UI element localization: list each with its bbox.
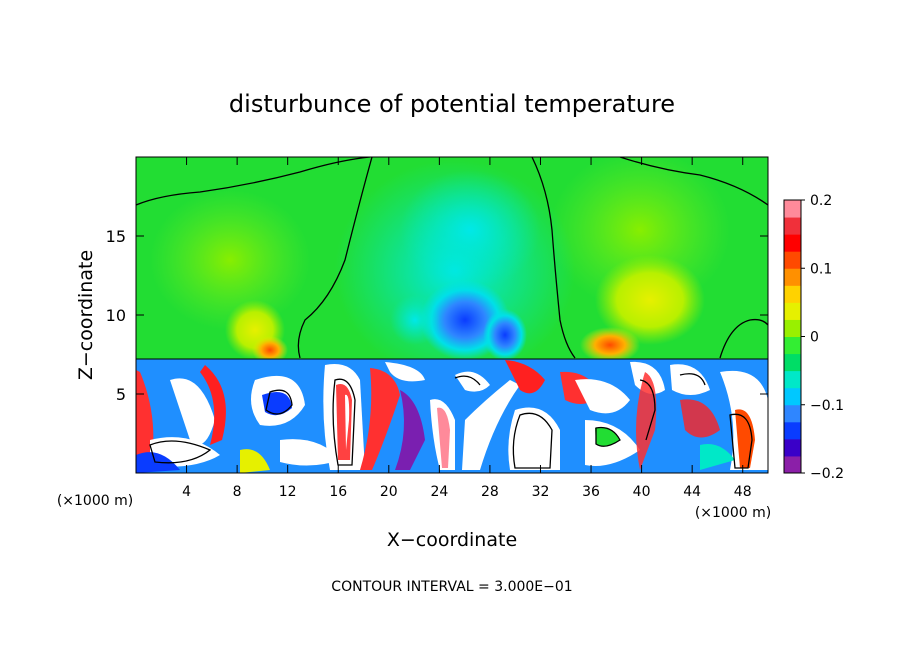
colorbar-cells bbox=[784, 200, 801, 474]
x-tick-label: 16 bbox=[329, 484, 347, 500]
heatmap-field bbox=[136, 157, 768, 473]
x-tick-label: 40 bbox=[633, 484, 651, 500]
colorbar-cell bbox=[784, 251, 801, 269]
contour-interval-note: CONTOUR INTERVAL = 3.000E−01 bbox=[331, 579, 572, 595]
y-axis-label: Z−coordinate bbox=[75, 250, 97, 380]
colorbar-cell bbox=[784, 200, 801, 218]
colorbar-tick-label: 0.1 bbox=[810, 261, 832, 277]
colorbar-cell bbox=[784, 353, 801, 372]
y-tick-label: 10 bbox=[106, 306, 126, 325]
colorbar-cell bbox=[784, 217, 801, 235]
x-tick-label: 4 bbox=[182, 484, 191, 500]
colorbar-cell bbox=[784, 387, 801, 406]
colorbar-cell bbox=[784, 455, 801, 474]
colorbar-ticks: 0.2 0.1 0 −0.1 −0.2 bbox=[801, 193, 844, 482]
x-tick-label: 12 bbox=[279, 484, 297, 500]
x-tick-label: 32 bbox=[532, 484, 550, 500]
colorbar-cell bbox=[784, 438, 801, 457]
colorbar-cell bbox=[784, 234, 801, 252]
x-tick-label: 48 bbox=[734, 484, 752, 500]
colorbar-cell bbox=[784, 421, 801, 440]
x-tick-label: 28 bbox=[481, 484, 499, 500]
y-ticks: 5 10 15 bbox=[106, 227, 768, 404]
x-axis-label: X−coordinate bbox=[387, 529, 517, 551]
colorbar-cell bbox=[784, 370, 801, 389]
x-unit-right: (×1000 m) bbox=[695, 505, 771, 521]
x-unit-left: (×1000 m) bbox=[57, 493, 133, 509]
chart-title: disturbunce of potential temperature bbox=[229, 90, 675, 118]
colorbar-cell bbox=[784, 285, 801, 303]
y-tick-label: 15 bbox=[106, 227, 126, 246]
colorbar-cell bbox=[784, 404, 801, 423]
x-tick-label: 8 bbox=[233, 484, 242, 500]
colorbar-tick-label: 0.2 bbox=[810, 193, 832, 209]
colorbar-cell bbox=[784, 302, 801, 320]
x-tick-label: 44 bbox=[683, 484, 701, 500]
colorbar-tick-label: −0.1 bbox=[810, 398, 844, 414]
colorbar: 0.2 0.1 0 −0.1 −0.2 bbox=[783, 193, 844, 482]
x-tick-label: 20 bbox=[380, 484, 398, 500]
x-tick-label: 36 bbox=[582, 484, 600, 500]
x-ticks: 4 8 12 16 20 24 28 32 36 40 44 48 bbox=[182, 157, 752, 500]
colorbar-cell bbox=[784, 336, 801, 355]
colorbar-tick-label: −0.2 bbox=[810, 466, 844, 482]
colorbar-tick-label: 0 bbox=[810, 330, 819, 346]
x-tick-label: 24 bbox=[430, 484, 448, 500]
colorbar-cell bbox=[784, 268, 801, 286]
colorbar-cell bbox=[784, 319, 801, 337]
y-tick-label: 5 bbox=[116, 385, 126, 404]
